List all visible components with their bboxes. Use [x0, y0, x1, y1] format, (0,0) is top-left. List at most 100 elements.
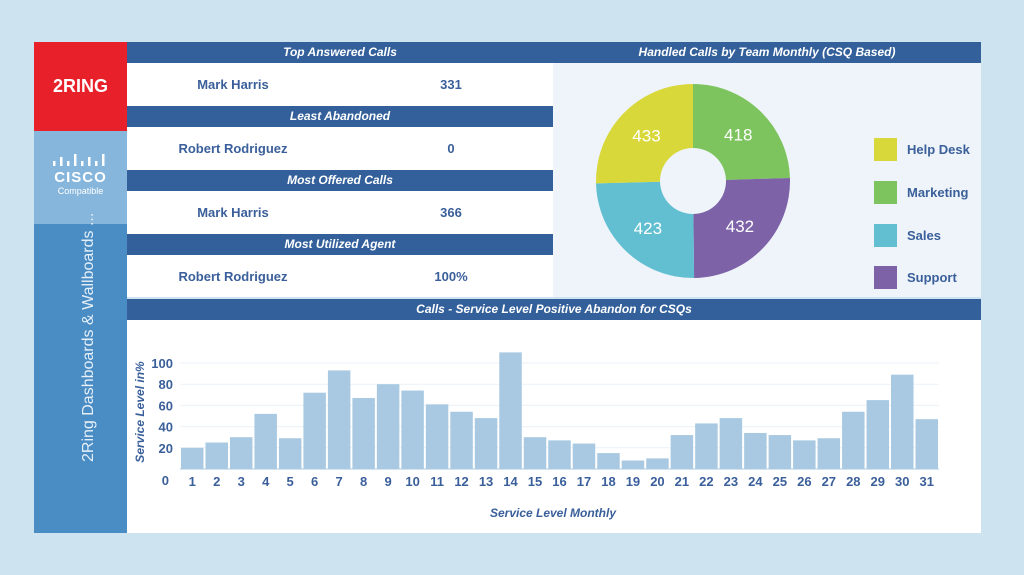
legend-swatch	[874, 266, 897, 289]
x-axis-title: Service Level Monthly	[490, 506, 617, 520]
cisco-compatible-logo: CISCO Compatible	[34, 131, 127, 224]
bar-3	[229, 437, 253, 469]
legend-item: Sales	[874, 224, 941, 247]
x-tick-label: 18	[601, 474, 615, 489]
x-tick-label: 25	[773, 474, 787, 489]
x-tick-label: 5	[287, 474, 294, 489]
2ring-logo: 2RING	[34, 42, 127, 131]
donut-slice-sales	[596, 181, 695, 278]
y-tick-label: 40	[159, 420, 173, 435]
legend-swatch	[874, 138, 897, 161]
bar-30	[891, 374, 914, 469]
bar-19	[621, 460, 645, 469]
bar-9	[376, 384, 400, 469]
bar-24	[744, 432, 767, 469]
pie-chart-title: Handled Calls by Team Monthly (CSQ Based…	[553, 42, 981, 63]
donut-slice-marketing	[693, 84, 790, 180]
x-tick-label: 13	[479, 474, 493, 489]
cisco-compatible-label: Compatible	[57, 186, 104, 196]
table-row: Mark Harris 331	[127, 63, 553, 106]
section-header: Top Answered Calls	[127, 42, 553, 63]
agent-value: 331	[440, 77, 462, 92]
bar-6	[303, 392, 326, 469]
x-tick-label: 24	[748, 474, 763, 489]
bar-21	[670, 435, 694, 469]
x-tick-label: 27	[822, 474, 836, 489]
logo-text: 2RING	[52, 76, 108, 96]
bar-11	[425, 404, 449, 469]
agent-name: Robert Rodriguez	[178, 141, 288, 156]
bar-31	[915, 419, 938, 469]
x-tick-label: 28	[846, 474, 860, 489]
agent-value: 100%	[434, 269, 468, 284]
bar-14	[499, 352, 522, 469]
bar-29	[866, 400, 890, 469]
x-tick-label: 9	[384, 474, 391, 489]
bar-10	[401, 390, 424, 469]
y-tick-label: 80	[159, 377, 173, 392]
bar-1	[181, 447, 204, 469]
table-row: Mark Harris 366	[127, 191, 553, 234]
agent-name: Mark Harris	[197, 77, 269, 92]
bar-18	[597, 453, 620, 469]
top-agents-table: Top Answered Calls Mark Harris 331 Least …	[127, 42, 553, 297]
donut-slice-support	[693, 177, 790, 278]
bar-22	[695, 423, 718, 469]
legend-swatch	[874, 224, 897, 247]
sidebar: 2RING CISCO Compatible 2Ring Dashboards …	[34, 42, 127, 533]
x-tick-label: 30	[895, 474, 909, 489]
slice-value-label: 433	[632, 127, 660, 146]
y-axis-title: Service Level in%	[133, 361, 147, 463]
bar-12	[450, 411, 473, 469]
y-tick-label: 20	[159, 441, 173, 456]
x-tick-label: 23	[724, 474, 738, 489]
slice-value-label: 432	[726, 217, 754, 236]
x-tick-label: 2	[213, 474, 220, 489]
section-header: Least Abandoned	[127, 106, 553, 127]
x-tick-label: 15	[528, 474, 542, 489]
x-tick-label: 12	[454, 474, 468, 489]
x-tick-label: 14	[503, 474, 518, 489]
x-tick-label: 4	[262, 474, 270, 489]
x-tick-label: 31	[920, 474, 934, 489]
legend-item: Support	[874, 266, 957, 289]
slice-value-label: 418	[724, 125, 752, 144]
x-tick-label: 21	[675, 474, 689, 489]
bar-7	[327, 370, 351, 469]
legend-item: Help Desk	[874, 138, 970, 161]
bar-chart-title: Calls - Service Level Positive Abandon f…	[127, 299, 981, 320]
donut-slice-help-desk	[596, 84, 693, 184]
x-tick-label: 20	[650, 474, 664, 489]
agent-value: 366	[440, 205, 462, 220]
service-level-panel: Calls - Service Level Positive Abandon f…	[127, 299, 981, 533]
x-tick-label: 7	[336, 474, 343, 489]
x-tick-label: 16	[552, 474, 566, 489]
cisco-bars-icon	[34, 153, 127, 169]
table-row: Robert Rodriguez 100%	[127, 255, 553, 298]
legend-label: Marketing	[907, 185, 969, 200]
legend-item: Marketing	[874, 181, 968, 204]
bar-13	[474, 418, 498, 469]
bar-2	[205, 442, 228, 469]
bar-16	[548, 440, 571, 469]
x-tick-label: 6	[311, 474, 318, 489]
legend-label: Support	[907, 270, 957, 285]
slice-value-label: 423	[634, 219, 662, 238]
team-calls-panel: Handled Calls by Team Monthly (CSQ Based…	[553, 42, 981, 297]
section-header: Most Utilized Agent	[127, 234, 553, 255]
x-tick-label: 26	[797, 474, 811, 489]
bar-15	[523, 437, 547, 469]
agent-name: Robert Rodriguez	[178, 269, 288, 284]
y-tick-label: 0	[162, 473, 169, 488]
section-header: Most Offered Calls	[127, 170, 553, 191]
donut-chart: 418 432 423 433	[596, 84, 790, 278]
bar-4	[254, 413, 277, 469]
x-tick-label: 29	[871, 474, 885, 489]
legend-label: Sales	[907, 228, 941, 243]
y-tick-label: 100	[151, 356, 173, 371]
legend-swatch	[874, 181, 897, 204]
legend-label: Help Desk	[907, 142, 970, 157]
agent-name: Mark Harris	[197, 205, 269, 220]
y-tick-label: 60	[159, 398, 173, 413]
sidebar-title: 2Ring Dashboards & Wallboards ...	[80, 212, 97, 462]
